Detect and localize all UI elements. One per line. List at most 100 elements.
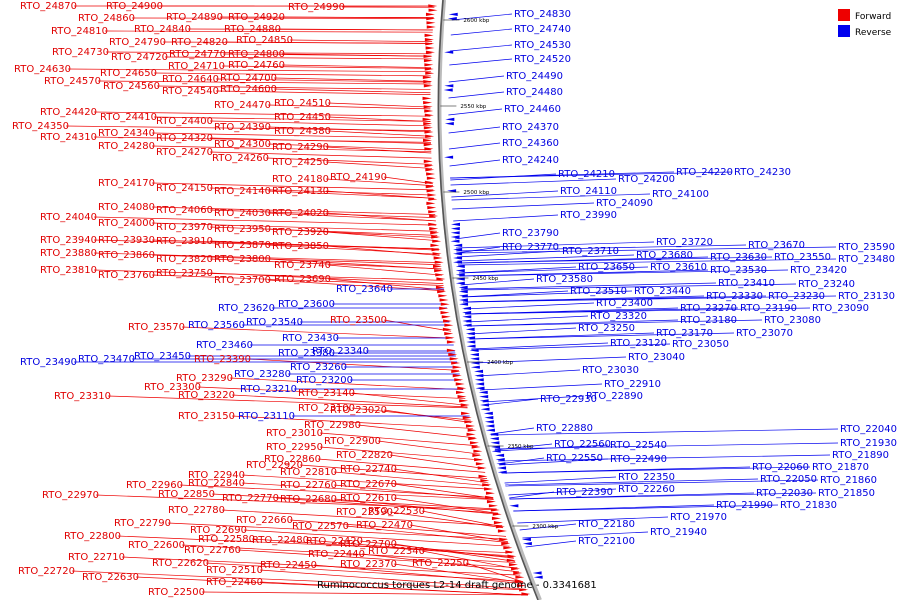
forward-gene-arrow [480, 479, 490, 483]
forward-gene-label: RTO_22670 [340, 479, 397, 490]
reverse-gene-arrow [465, 327, 475, 331]
forward-gene-label: RTO_22610 [340, 493, 397, 504]
forward-connector [333, 471, 490, 487]
reverse-connector [451, 190, 559, 198]
reverse-gene-label: RTO_23470 [78, 354, 135, 365]
forward-gene-arrow [426, 25, 436, 29]
forward-connector [325, 245, 440, 256]
forward-gene-arrow [425, 71, 435, 75]
forward-connector [164, 56, 432, 60]
forward-connector [267, 143, 432, 151]
forward-connector [281, 16, 434, 19]
forward-gene-arrow [442, 327, 452, 331]
forward-gene-label: RTO_23860 [98, 250, 155, 261]
forward-gene-label: RTO_22850 [158, 489, 215, 500]
reverse-connector [451, 193, 651, 201]
forward-gene-label: RTO_23010 [266, 428, 323, 439]
forward-gene-arrow [516, 584, 526, 588]
reverse-connector [464, 302, 595, 310]
reverse-gene-label: RTO_24460 [504, 104, 561, 115]
forward-connector [221, 65, 431, 69]
reverse-gene-arrow [522, 542, 532, 546]
reverse-gene-label: RTO_22560 [554, 439, 611, 450]
reverse-gene-arrow [453, 256, 463, 260]
reverse-gene-arrow [462, 319, 472, 323]
reverse-gene-label: RTO_23270 [680, 303, 737, 314]
forward-connector [259, 569, 526, 590]
forward-gene-label: RTO_24650 [100, 68, 157, 79]
forward-connector [383, 176, 433, 185]
forward-gene-label: RTO_24820 [171, 37, 228, 48]
forward-gene-arrow [423, 54, 433, 58]
forward-connector [209, 258, 442, 270]
reverse-connector [448, 108, 503, 116]
forward-gene-label: RTO_23950 [214, 224, 271, 235]
forward-gene-label: RTO_24000 [98, 218, 155, 229]
reverse-connector [449, 159, 501, 167]
reverse-connector [460, 278, 535, 286]
forward-gene-arrow [426, 17, 436, 21]
reverse-connector [451, 13, 513, 21]
forward-gene-arrow [432, 239, 442, 243]
forward-gene-label: RTO_23850 [272, 241, 329, 252]
forward-connector [215, 78, 431, 83]
forward-gene-arrow [424, 67, 434, 71]
forward-connector [393, 563, 524, 583]
reverse-gene-label: RTO_21890 [832, 450, 889, 461]
reverse-gene-label: RTO_21850 [818, 488, 875, 499]
forward-gene-arrow [460, 403, 470, 407]
forward-connector [117, 535, 512, 554]
scale-tick-label: 2450 kbp [472, 276, 498, 282]
forward-gene-label: RTO_24250 [272, 157, 329, 168]
reverse-gene-label: RTO_23610 [650, 262, 707, 273]
forward-gene-label: RTO_22710 [68, 552, 125, 563]
reverse-connector [450, 171, 733, 179]
forward-gene-arrow [454, 378, 464, 382]
reverse-gene-label: RTO_23710 [562, 246, 619, 257]
forward-gene-arrow [455, 382, 465, 386]
forward-connector [209, 120, 431, 127]
reverse-connector [452, 202, 595, 210]
forward-gene-label: RTO_24290 [272, 142, 329, 153]
forward-gene-arrow [467, 428, 477, 432]
legend-label-reverse: Reverse [855, 28, 892, 38]
reverse-connector [509, 492, 817, 500]
forward-connector [93, 136, 431, 143]
reverse-gene-label: RTO_23650 [578, 262, 635, 273]
forward-gene-label: RTO_24170 [98, 178, 155, 189]
forward-gene-arrow [428, 222, 438, 226]
forward-connector [313, 564, 524, 584]
forward-gene-label: RTO_23870 [214, 240, 271, 251]
forward-gene-arrow [424, 113, 434, 117]
forward-gene-arrow [461, 411, 471, 415]
forward-gene-label: RTO_23100 [298, 403, 355, 414]
reverse-gene-arrow [491, 449, 501, 453]
forward-gene-arrow [426, 21, 436, 25]
reverse-gene-arrow [465, 332, 475, 336]
reverse-gene-label: RTO_23550 [774, 252, 831, 263]
forward-gene-label: RTO_24130 [272, 186, 329, 197]
forward-connector [71, 570, 526, 591]
reverse-gene-label: RTO_23680 [636, 250, 693, 261]
scale-tick-label: 2500 kbp [463, 190, 489, 196]
reverse-gene-arrow [485, 428, 495, 432]
reverse-gene-arrow [497, 470, 507, 474]
reverse-gene-arrow [450, 222, 460, 226]
reverse-connector [462, 290, 633, 298]
reverse-gene-label: RTO_23380 [278, 348, 335, 359]
reverse-gene-arrow [455, 269, 465, 273]
reverse-connector [448, 126, 501, 134]
forward-gene-label: RTO_23150 [178, 411, 235, 422]
forward-gene-label: RTO_22370 [340, 559, 397, 570]
reverse-gene-arrow [475, 386, 485, 390]
forward-connector [229, 377, 464, 391]
forward-gene-arrow [424, 109, 434, 113]
forward-gene-label: RTO_24570 [44, 76, 101, 87]
reverse-gene-label: RTO_23110 [238, 411, 295, 422]
forward-gene-label: RTO_22630 [82, 572, 139, 583]
reverse-gene-label: RTO_22060 [752, 462, 809, 473]
forward-gene-arrow [429, 227, 439, 231]
forward-gene-arrow [428, 210, 438, 214]
forward-gene-arrow [424, 164, 434, 168]
forward-connector [325, 190, 434, 199]
